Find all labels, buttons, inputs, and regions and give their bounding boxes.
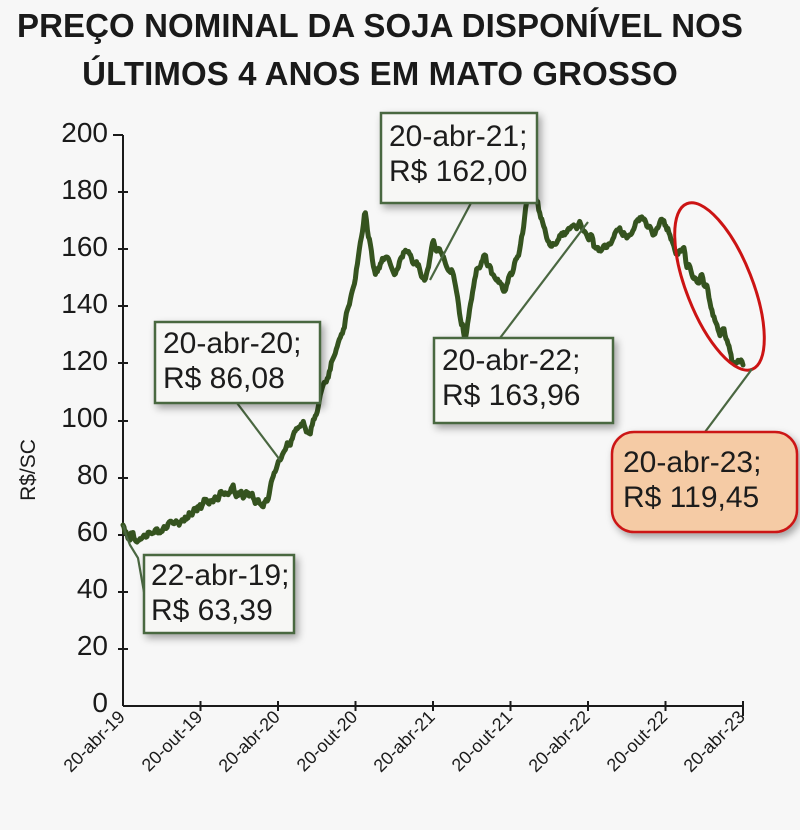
svg-text:100: 100 xyxy=(61,402,108,433)
svg-text:22-abr-19;: 22-abr-19; xyxy=(151,559,289,592)
svg-text:20-out-21: 20-out-21 xyxy=(448,707,517,776)
svg-text:R$ 163,96: R$ 163,96 xyxy=(442,379,580,412)
svg-text:20-abr-20: 20-abr-20 xyxy=(214,707,283,776)
svg-text:40: 40 xyxy=(77,573,108,604)
svg-text:0: 0 xyxy=(92,687,108,718)
svg-text:180: 180 xyxy=(61,174,108,205)
svg-text:20-abr-21: 20-abr-21 xyxy=(369,707,438,776)
svg-text:140: 140 xyxy=(61,288,108,319)
svg-text:20-abr-21;: 20-abr-21; xyxy=(389,120,527,153)
svg-text:R$/SC: R$/SC xyxy=(17,439,40,501)
svg-text:R$ 63,39: R$ 63,39 xyxy=(151,594,273,627)
svg-text:20-abr-22: 20-abr-22 xyxy=(524,707,593,776)
svg-text:160: 160 xyxy=(61,231,108,262)
svg-text:R$ 162,00: R$ 162,00 xyxy=(389,155,527,188)
svg-text:120: 120 xyxy=(61,345,108,376)
svg-text:80: 80 xyxy=(77,459,108,490)
svg-text:R$ 86,08: R$ 86,08 xyxy=(163,362,285,395)
svg-text:200: 200 xyxy=(61,117,108,148)
svg-text:20-abr-20;: 20-abr-20; xyxy=(163,327,301,360)
svg-text:60: 60 xyxy=(77,516,108,547)
svg-text:20-out-19: 20-out-19 xyxy=(138,707,207,776)
svg-text:20-out-20: 20-out-20 xyxy=(293,707,362,776)
svg-text:20-out-22: 20-out-22 xyxy=(603,707,672,776)
svg-text:20: 20 xyxy=(77,630,108,661)
svg-text:20-abr-22;: 20-abr-22; xyxy=(442,344,580,377)
svg-text:R$ 119,45: R$ 119,45 xyxy=(623,481,759,514)
svg-text:20-abr-23: 20-abr-23 xyxy=(679,707,748,776)
svg-text:20-abr-23;: 20-abr-23; xyxy=(623,446,761,479)
